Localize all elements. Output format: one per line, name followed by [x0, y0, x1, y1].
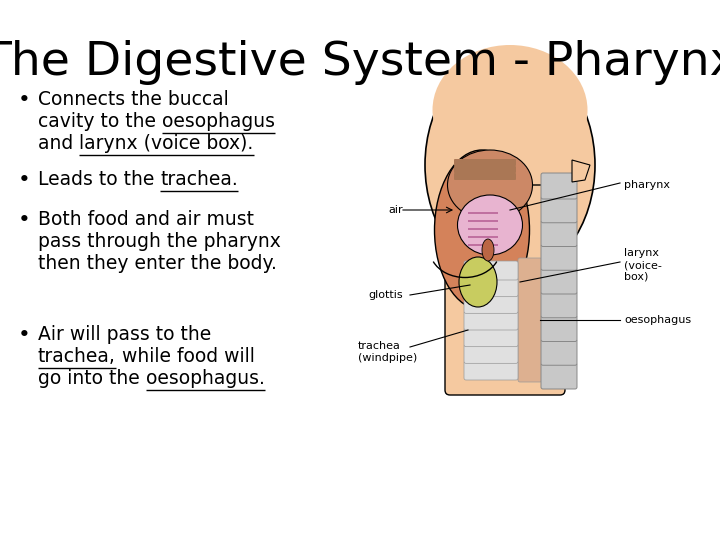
Text: Connects the buccal: Connects the buccal — [38, 90, 229, 109]
Text: trachea,: trachea, — [38, 347, 116, 366]
Text: The Digestive System - Pharynx: The Digestive System - Pharynx — [0, 40, 720, 85]
Text: oesophagus.: oesophagus. — [145, 369, 265, 388]
FancyBboxPatch shape — [454, 173, 516, 180]
Ellipse shape — [435, 225, 495, 265]
Text: cavity to the: cavity to the — [38, 112, 162, 131]
Ellipse shape — [433, 45, 588, 175]
Text: trachea
(windpipe): trachea (windpipe) — [358, 341, 418, 363]
FancyArrow shape — [468, 212, 498, 214]
Text: air: air — [388, 205, 402, 215]
FancyBboxPatch shape — [464, 311, 518, 330]
FancyBboxPatch shape — [541, 244, 577, 270]
FancyBboxPatch shape — [454, 166, 516, 173]
FancyBboxPatch shape — [541, 315, 577, 341]
Text: •: • — [18, 210, 31, 230]
Text: Air will pass to the: Air will pass to the — [38, 325, 211, 344]
FancyBboxPatch shape — [541, 339, 577, 365]
Text: Leads to the: Leads to the — [38, 170, 161, 189]
FancyBboxPatch shape — [541, 197, 577, 222]
FancyBboxPatch shape — [541, 173, 577, 199]
FancyArrow shape — [468, 237, 498, 238]
Text: oesophagus: oesophagus — [162, 112, 275, 131]
Ellipse shape — [457, 195, 523, 255]
Text: Both food and air must: Both food and air must — [38, 210, 254, 229]
FancyArrow shape — [468, 220, 498, 222]
Text: oesophagus: oesophagus — [624, 315, 691, 325]
Ellipse shape — [425, 52, 595, 278]
Text: while food will: while food will — [116, 347, 255, 366]
FancyBboxPatch shape — [464, 361, 518, 380]
FancyBboxPatch shape — [541, 268, 577, 294]
FancyArrow shape — [468, 228, 498, 230]
Text: trachea.: trachea. — [161, 170, 238, 189]
Text: go into the: go into the — [38, 369, 145, 388]
Text: •: • — [18, 325, 31, 345]
Ellipse shape — [434, 150, 529, 310]
FancyBboxPatch shape — [464, 261, 518, 280]
Text: larynx (voice box).: larynx (voice box). — [79, 134, 253, 153]
Text: pass through the pharynx: pass through the pharynx — [38, 232, 281, 251]
Text: glottis: glottis — [368, 290, 402, 300]
FancyBboxPatch shape — [445, 185, 565, 395]
FancyBboxPatch shape — [454, 159, 516, 166]
FancyArrow shape — [468, 244, 498, 246]
Text: larynx
(voice-
box): larynx (voice- box) — [624, 248, 662, 281]
Text: then they enter the body.: then they enter the body. — [38, 254, 277, 273]
Text: pharynx: pharynx — [624, 180, 670, 190]
FancyBboxPatch shape — [541, 292, 577, 318]
Ellipse shape — [459, 257, 497, 307]
FancyBboxPatch shape — [464, 345, 518, 363]
Ellipse shape — [482, 239, 494, 261]
Text: •: • — [18, 90, 31, 110]
FancyBboxPatch shape — [464, 328, 518, 347]
Text: •: • — [18, 170, 31, 190]
Ellipse shape — [448, 150, 533, 220]
FancyBboxPatch shape — [541, 220, 577, 246]
FancyBboxPatch shape — [541, 363, 577, 389]
Polygon shape — [572, 160, 590, 182]
Text: and: and — [38, 134, 79, 153]
FancyBboxPatch shape — [518, 258, 542, 382]
FancyBboxPatch shape — [464, 294, 518, 313]
FancyBboxPatch shape — [464, 278, 518, 296]
